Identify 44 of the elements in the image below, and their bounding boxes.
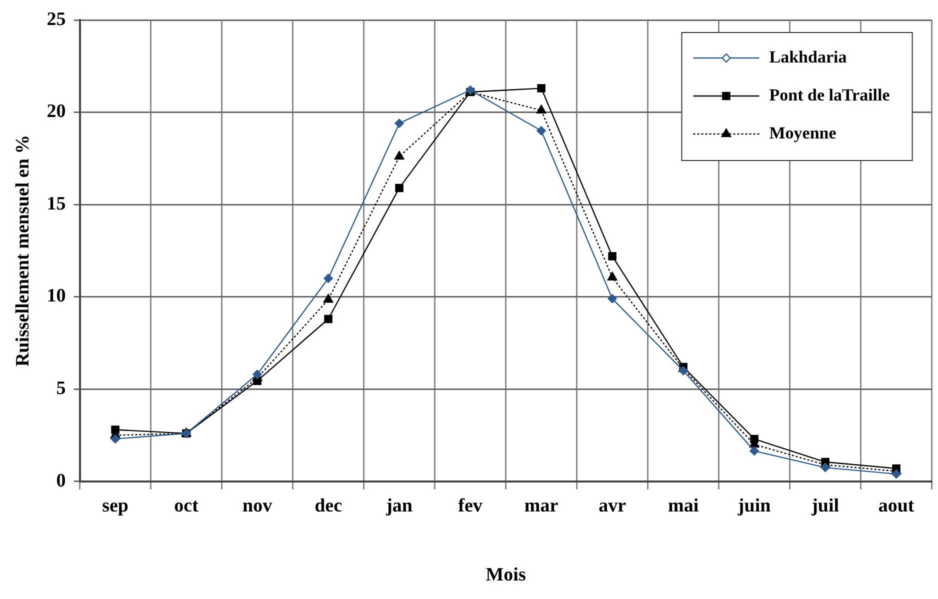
y-tick-label: 10 (46, 286, 66, 307)
y-tick-label: 20 (46, 101, 66, 122)
point (678, 366, 688, 376)
point (253, 376, 262, 385)
x-tick-label: oct (174, 496, 200, 517)
legend-label: Lakhdaria (769, 47, 848, 66)
point (252, 370, 262, 379)
point (395, 184, 404, 192)
point (324, 274, 333, 283)
point (607, 272, 618, 281)
x-tick-label: fev (458, 496, 483, 517)
point (394, 118, 404, 128)
x-tick-label: juin (736, 496, 772, 517)
x-tick-label: aout (878, 496, 915, 517)
point (750, 434, 758, 444)
x-tick-label: jan (385, 496, 413, 517)
point (608, 252, 616, 260)
point (394, 150, 404, 160)
y-tick-label: 0 (56, 470, 66, 492)
x-tick-label: mai (668, 496, 699, 517)
point (537, 84, 546, 92)
point (111, 426, 120, 434)
point (536, 126, 546, 136)
point (110, 434, 120, 444)
point (820, 462, 830, 472)
x-tick-label: mar (524, 496, 559, 517)
point (324, 314, 332, 324)
legend-label: Pont de laTraille (769, 85, 890, 104)
point (323, 294, 334, 303)
y-axis-title: Ruissellement mensuel en % (12, 134, 34, 367)
y-tick-label: 15 (46, 193, 66, 214)
x-tick-label: avr (598, 496, 627, 517)
x-tick-label: nov (242, 496, 273, 517)
x-tick-label: sep (102, 496, 129, 517)
y-tick-label: 5 (56, 378, 66, 400)
point (750, 446, 759, 456)
point (892, 469, 901, 479)
point (608, 294, 617, 304)
legend-label: Moyenne (769, 123, 837, 142)
x-tick-label: juil (810, 496, 840, 517)
x-axis-title: Mois (486, 564, 526, 586)
x-tick-label: dec (314, 496, 342, 517)
point (536, 104, 546, 114)
y-tick-label: 25 (46, 8, 66, 30)
